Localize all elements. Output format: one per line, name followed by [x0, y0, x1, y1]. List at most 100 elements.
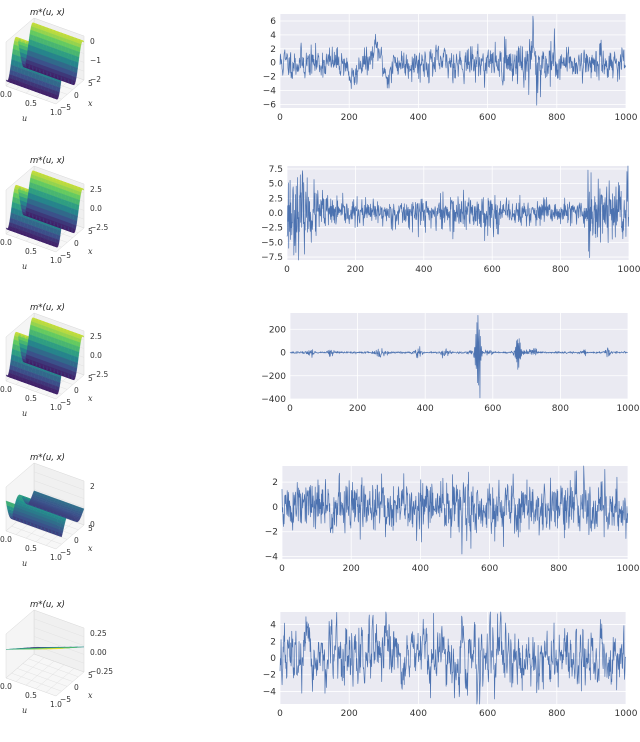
- surface-xtick-label: −5: [60, 548, 71, 557]
- surface-xtick-label: 5: [88, 524, 93, 533]
- y-tick-label: −4: [263, 687, 277, 697]
- surface-ztick-label: 0.00: [90, 648, 107, 657]
- surface-xtick-label: −5: [60, 398, 71, 407]
- y-tick-label: −200: [261, 372, 286, 382]
- x-tick-label: 0: [277, 709, 283, 719]
- surface-xtick-label: 0: [74, 239, 79, 248]
- x-tick-label: 400: [417, 404, 434, 414]
- x-tick-label: 1000: [615, 709, 638, 719]
- surface-x-label: x: [88, 247, 93, 256]
- surface-axes: 2.50.0−2.50.00.51.050−5ux: [0, 315, 110, 435]
- x-tick-label: 0: [279, 564, 285, 574]
- surface-utick-label: 0.0: [0, 535, 12, 544]
- surface-xtick-label: −5: [60, 695, 71, 704]
- x-tick-label: 200: [347, 265, 364, 275]
- y-tick-label: −5.0: [261, 238, 283, 248]
- surface-ztick-label: −0.25: [90, 667, 113, 676]
- y-tick-label: −2.5: [261, 224, 283, 234]
- y-tick-label: 2: [272, 478, 278, 488]
- y-tick-label: −2: [263, 73, 276, 83]
- y-tick-label: −2: [263, 671, 276, 681]
- x-tick-label: 400: [412, 564, 429, 574]
- surface-axes: 200.00.51.050−5ux: [0, 465, 110, 585]
- x-tick-label: 0: [287, 404, 293, 414]
- surface-ztick-label: 0.0: [90, 204, 102, 213]
- y-tick-label: 200: [269, 325, 286, 335]
- surface-ztick-label: 0: [90, 37, 95, 46]
- surface-xtick-label: 5: [88, 227, 93, 236]
- surface-x-label: x: [88, 99, 93, 108]
- surface-utick-label: 0.5: [25, 691, 37, 700]
- surface-utick-label: 0.0: [0, 238, 12, 247]
- surface-xtick-label: 0: [74, 91, 79, 100]
- surface-ztick-label: −1: [90, 56, 101, 65]
- y-tick-label: 2: [270, 637, 276, 647]
- x-tick-label: 1000: [615, 113, 638, 123]
- surface-x-label: x: [88, 544, 93, 553]
- surface-title: m*(u, x): [30, 8, 65, 18]
- y-tick-label: 0.0: [269, 209, 284, 219]
- y-tick-label: −400: [261, 395, 286, 405]
- surface-title: m*(u, x): [30, 303, 65, 313]
- surface-ztick-label: 2.5: [90, 332, 102, 341]
- surface-xtick-label: 5: [88, 79, 93, 88]
- x-tick-label: 400: [410, 113, 427, 123]
- surface-xtick-label: −5: [60, 251, 71, 260]
- x-tick-label: 400: [410, 709, 427, 719]
- y-tick-label: −4: [263, 87, 277, 97]
- y-tick-label: 4: [270, 621, 276, 631]
- y-tick-label: −4: [265, 553, 279, 563]
- surface-ztick-label: 2.5: [90, 185, 102, 194]
- surface-ztick-label: 0.0: [90, 351, 102, 360]
- x-tick-label: 800: [552, 404, 569, 414]
- surface-utick-label: 0.0: [0, 682, 12, 691]
- y-tick-label: 4: [270, 31, 276, 41]
- surface-u-label: u: [22, 559, 27, 568]
- surface-x-label: x: [88, 394, 93, 403]
- x-tick-label: 800: [552, 265, 569, 275]
- x-tick-label: 800: [548, 113, 565, 123]
- x-tick-label: 0: [284, 265, 290, 275]
- surface-xtick-label: 5: [88, 374, 93, 383]
- y-tick-label: 0: [272, 503, 278, 513]
- surface-xtick-label: 0: [74, 683, 79, 692]
- plot-background: [290, 313, 628, 399]
- x-tick-label: 800: [550, 564, 567, 574]
- surface-xtick-label: 5: [88, 671, 93, 680]
- y-tick-label: 0: [270, 654, 276, 664]
- y-tick-label: −2: [265, 528, 278, 538]
- x-tick-label: 200: [343, 564, 360, 574]
- surface-title: m*(u, x): [30, 453, 65, 463]
- x-tick-label: 600: [479, 113, 496, 123]
- x-tick-label: 600: [481, 564, 498, 574]
- y-tick-label: 6: [270, 17, 276, 27]
- x-tick-label: 600: [484, 404, 501, 414]
- y-tick-label: 5.0: [269, 180, 284, 190]
- surface-utick-label: 0.5: [25, 544, 37, 553]
- surface-x-label: x: [88, 691, 93, 700]
- surface-u-label: u: [22, 409, 27, 418]
- surface-xtick-label: 0: [74, 536, 79, 545]
- surface-utick-label: 0.5: [25, 247, 37, 256]
- x-tick-label: 400: [415, 265, 432, 275]
- surface-utick-label: 0.5: [25, 394, 37, 403]
- x-tick-label: 200: [349, 404, 366, 414]
- surface-u-label: u: [22, 114, 27, 123]
- surface-axes: 0−1−20.00.51.050−5ux: [0, 20, 110, 140]
- y-tick-label: 0: [270, 59, 276, 69]
- y-tick-label: 7.5: [269, 165, 283, 175]
- surface-utick-label: 0.5: [25, 99, 37, 108]
